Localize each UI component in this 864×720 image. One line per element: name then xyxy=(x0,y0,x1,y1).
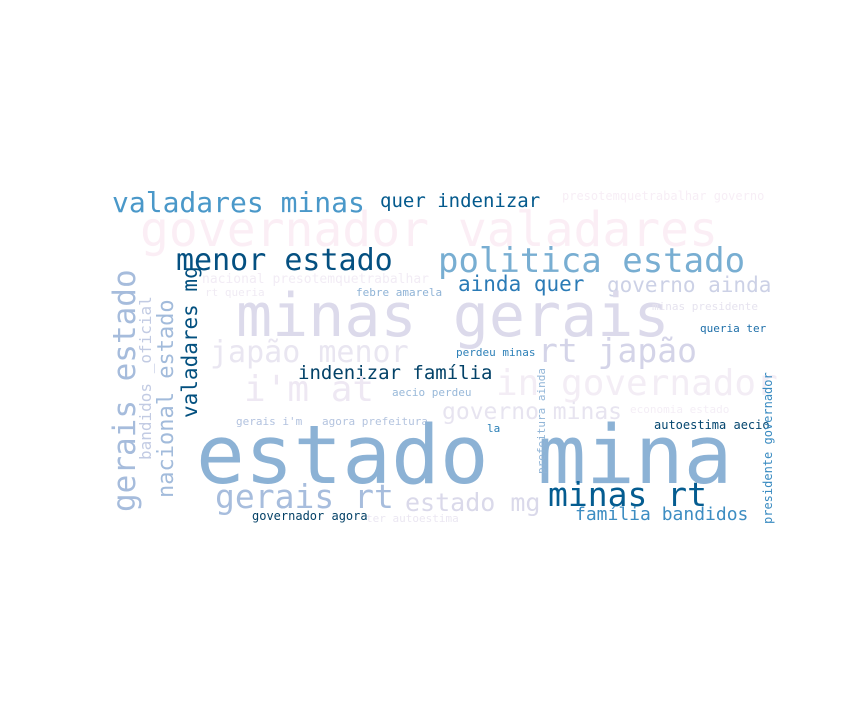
word: gerais i'm xyxy=(236,415,303,428)
word: rt queria xyxy=(205,286,265,299)
word: nacional estado xyxy=(154,299,179,498)
word: agora prefeitura xyxy=(322,415,428,428)
word: autoestima aecio xyxy=(654,418,770,432)
word: japão menor xyxy=(210,335,409,370)
word: febre amarela xyxy=(356,286,443,299)
word: governador agora xyxy=(252,509,368,523)
word: perdeu minas xyxy=(456,346,536,359)
word: rt japão xyxy=(538,331,697,370)
word: presotemquetrabalhar governo xyxy=(562,189,765,203)
word: presidente governador xyxy=(761,372,775,524)
word: minas rt xyxy=(548,475,707,514)
word: nacional presotemquetrabalhar xyxy=(202,272,429,287)
word: economia estado xyxy=(630,403,730,416)
word: quer indenizar xyxy=(380,190,541,212)
word: governador valadares xyxy=(140,202,718,258)
word: queria ter xyxy=(700,322,767,335)
word: ter autoestima xyxy=(366,512,459,525)
word: aecio perdeu xyxy=(392,386,472,399)
word: in governador xyxy=(496,363,778,404)
word: estado mina xyxy=(196,409,733,503)
word: la xyxy=(487,422,501,435)
word: gerais rt xyxy=(215,477,394,516)
word: governo minas xyxy=(442,399,623,425)
word: prefeitura ainda xyxy=(535,368,548,474)
word: ainda quer xyxy=(458,272,585,296)
word: indenizar família xyxy=(298,362,493,384)
word: bandidos _oficial xyxy=(136,296,155,460)
word: menor estado xyxy=(176,243,393,278)
word: minas gerais xyxy=(236,281,670,351)
word: estado mg xyxy=(405,488,541,517)
word: i'm at xyxy=(244,369,375,410)
word: governo ainda xyxy=(607,273,772,297)
word: politica estado xyxy=(438,241,746,281)
word: família bandidos xyxy=(575,504,749,525)
word: valadares mg xyxy=(178,266,202,418)
word: valadares minas xyxy=(112,186,365,219)
word: minas presidente xyxy=(652,300,758,313)
